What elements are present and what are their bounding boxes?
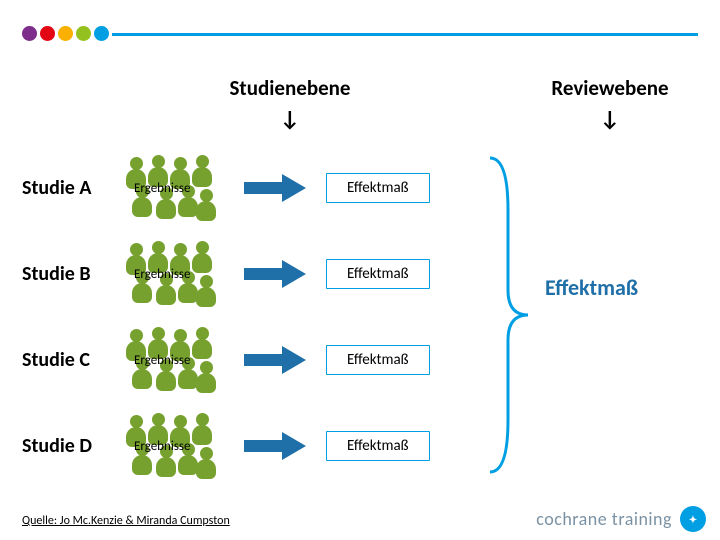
- ergebnisse-label: Ergebnisse: [134, 439, 190, 454]
- ergebnisse-label: Ergebnisse: [134, 267, 190, 282]
- merge-bracket: [484, 150, 534, 480]
- dot-1: [22, 26, 37, 41]
- brand-logo-icon: ✦: [680, 506, 706, 532]
- dot-3: [58, 26, 73, 41]
- ergebnisse-label: Ergebnisse: [134, 181, 190, 196]
- source-citation: Quelle: Jo Mc.Kenzie & Miranda Cumpston: [22, 514, 230, 528]
- arrow-right-icon: [244, 259, 308, 289]
- study-rows: Studie A Ergebnisse Effektmaß Studie B Ergeb…: [22, 145, 698, 489]
- study-row: Studie D Ergebnisse Effektmaß: [22, 403, 698, 489]
- review-effect-label: Effektmaß: [545, 274, 638, 301]
- effect-box: Effektmaß: [326, 173, 430, 203]
- people-group-icon: Ergebnisse: [126, 241, 216, 307]
- study-row: Studie A Ergebnisse Effektmaß: [22, 145, 698, 231]
- study-label: Studie A: [22, 176, 122, 200]
- study-label: Studie B: [22, 262, 122, 286]
- effect-box: Effektmaß: [326, 259, 430, 289]
- brand-text: cochrane training: [536, 508, 672, 530]
- header-review-label: Reviewebene: [530, 75, 690, 101]
- study-label: Studie D: [22, 434, 122, 458]
- brand-logo-glyph: ✦: [689, 513, 697, 526]
- dot-4: [76, 26, 91, 41]
- study-label: Studie C: [22, 348, 122, 372]
- people-group-icon: Ergebnisse: [126, 413, 216, 479]
- people-group-icon: Ergebnisse: [126, 155, 216, 221]
- effect-box: Effektmaß: [326, 431, 430, 461]
- down-arrow-icon: ↓: [530, 105, 690, 132]
- ergebnisse-label: Ergebnisse: [134, 353, 190, 368]
- down-arrow-icon: ↓: [200, 105, 380, 132]
- header-review-level: Reviewebene ↓: [530, 75, 690, 132]
- header-study-label: Studienebene: [200, 75, 380, 101]
- study-row: Studie C Ergebnisse Effektmaß: [22, 317, 698, 403]
- effect-box: Effektmaß: [326, 345, 430, 375]
- header-rule: [112, 33, 698, 36]
- arrow-right-icon: [244, 431, 308, 461]
- header-study-level: Studienebene ↓: [200, 75, 380, 132]
- arrow-right-icon: [244, 173, 308, 203]
- arrow-right-icon: [244, 345, 308, 375]
- dot-5: [94, 26, 109, 41]
- brand-dots: [22, 26, 109, 41]
- people-group-icon: Ergebnisse: [126, 327, 216, 393]
- dot-2: [40, 26, 55, 41]
